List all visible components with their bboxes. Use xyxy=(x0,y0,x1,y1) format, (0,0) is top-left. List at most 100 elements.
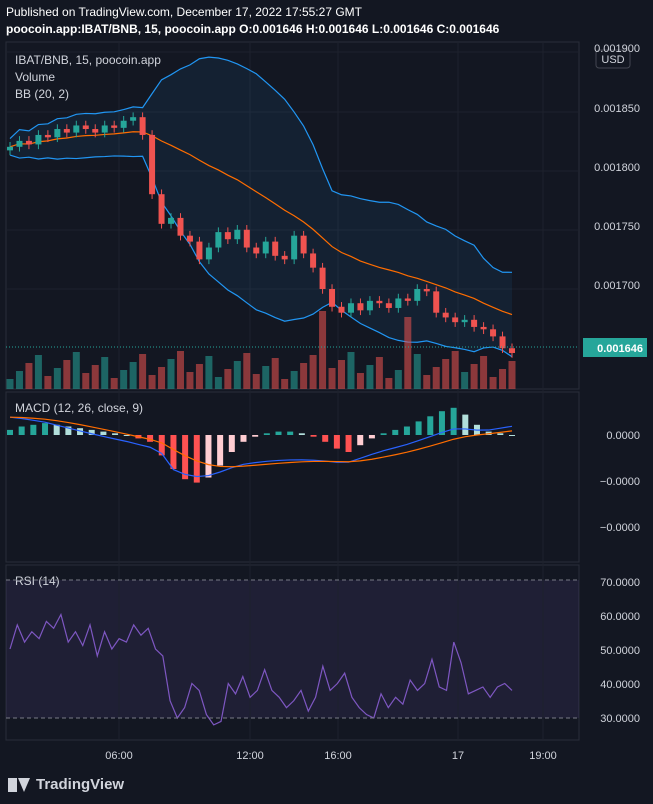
macd-histogram-bar xyxy=(275,431,282,435)
macd-histogram-bar xyxy=(205,435,212,478)
volume-bar xyxy=(338,360,346,389)
rsi-tick: 50.0000 xyxy=(600,645,640,657)
volume-bar xyxy=(385,378,393,389)
time-tick: 16:00 xyxy=(324,750,352,762)
macd-histogram-bar xyxy=(170,435,177,469)
candle-body xyxy=(243,229,250,248)
macd-histogram-bar xyxy=(462,414,469,435)
volume-bar xyxy=(309,355,317,389)
ohlc-values: O:0.001646 H:0.001646 L:0.001646 C:0.001… xyxy=(239,22,500,36)
macd-histogram-bar xyxy=(182,435,189,480)
tradingview-logo[interactable]: TradingView xyxy=(8,776,124,793)
rsi-title: RSI (14) xyxy=(15,574,60,588)
price-tick: 0.001800 xyxy=(594,162,640,174)
candle-body xyxy=(186,235,193,242)
candle-body xyxy=(461,319,468,323)
macd-histogram-bar xyxy=(392,429,399,435)
candle-body xyxy=(139,117,146,135)
tradingview-brand: TradingView xyxy=(36,776,125,793)
macd-histogram-bar xyxy=(30,424,37,435)
candle-body xyxy=(177,217,184,236)
candle-body xyxy=(73,125,80,133)
volume-bar xyxy=(499,369,507,389)
volume-bar xyxy=(25,363,33,389)
candle-body xyxy=(366,300,373,311)
candle-body xyxy=(404,298,411,301)
candle-body xyxy=(262,241,269,254)
macd-histogram-bar xyxy=(438,411,445,435)
volume-bar xyxy=(442,359,450,389)
rsi-band xyxy=(6,580,579,718)
candle-body xyxy=(205,247,212,260)
candle-body xyxy=(92,129,99,133)
candle-body xyxy=(480,326,487,330)
candle-body xyxy=(215,232,222,248)
macd-histogram-bar xyxy=(310,435,317,437)
volume-bar xyxy=(120,370,128,389)
candle-body xyxy=(395,298,402,308)
macd-histogram-bar xyxy=(357,435,364,446)
candle-body xyxy=(319,267,326,289)
candle-body xyxy=(452,317,459,323)
macd-signal-line xyxy=(9,416,513,468)
volume-bar xyxy=(233,361,241,389)
candle-body xyxy=(338,306,345,313)
rsi-tick: 40.0000 xyxy=(600,679,640,691)
macd-tick: 0.0000 xyxy=(606,430,640,442)
macd-histogram-bar xyxy=(252,435,259,437)
volume-bar xyxy=(53,368,61,389)
macd-line xyxy=(9,416,513,478)
macd-histogram-bar xyxy=(450,407,457,435)
candle-body xyxy=(253,247,260,254)
last-price-badge xyxy=(583,338,647,357)
macd-histogram-bar xyxy=(345,435,352,452)
volume-bar xyxy=(110,378,118,389)
candle-body xyxy=(329,289,336,307)
candle-body xyxy=(509,348,515,353)
volume-bar xyxy=(328,368,336,389)
bb-title: BB (20, 2) xyxy=(15,87,69,101)
rsi-panel[interactable] xyxy=(5,564,580,741)
candle-body xyxy=(82,125,89,130)
bb-lower-line xyxy=(9,154,513,358)
volume-bar xyxy=(366,365,374,389)
source-label: poocoin.app xyxy=(164,22,236,36)
candle-body xyxy=(149,134,156,195)
macd-histogram-bar xyxy=(427,416,434,435)
candle-body xyxy=(44,134,51,138)
price-tick: 0.001900 xyxy=(594,43,640,55)
macd-histogram-bar xyxy=(65,426,72,435)
volume-bars xyxy=(6,311,516,389)
macd-tick: −0.0000 xyxy=(600,522,640,534)
volume-bar xyxy=(6,379,14,389)
volume-bar xyxy=(432,367,440,389)
currency-badge[interactable] xyxy=(595,49,631,69)
candle-body xyxy=(471,319,478,327)
bb-basis-line xyxy=(9,131,513,316)
rsi-indicator xyxy=(9,612,513,726)
volume-bar xyxy=(214,377,222,389)
volume-bar xyxy=(356,373,364,389)
candle-body xyxy=(25,140,32,145)
price-tick: 0.001750 xyxy=(594,221,640,233)
macd-histogram-bar xyxy=(158,435,165,456)
rsi-line xyxy=(9,612,513,726)
volume-bar xyxy=(480,356,488,389)
volume-bar xyxy=(101,357,109,389)
candle-body xyxy=(291,235,298,260)
volume-bar xyxy=(281,379,289,389)
candle-body xyxy=(224,232,231,240)
volume-bar xyxy=(290,371,298,389)
time-tick: 19:00 xyxy=(529,750,557,762)
price-tick: 0.001850 xyxy=(594,103,640,115)
volume-bar xyxy=(347,352,355,389)
volume-bar xyxy=(461,372,469,389)
candle-body xyxy=(16,140,23,147)
macd-histogram-bar xyxy=(263,433,270,435)
macd-panel[interactable] xyxy=(5,391,580,563)
rsi-tick: 70.0000 xyxy=(600,577,640,589)
macd-histogram-bar xyxy=(42,423,49,435)
grid-lines xyxy=(6,42,579,740)
tradingview-logo-icon xyxy=(8,777,30,792)
